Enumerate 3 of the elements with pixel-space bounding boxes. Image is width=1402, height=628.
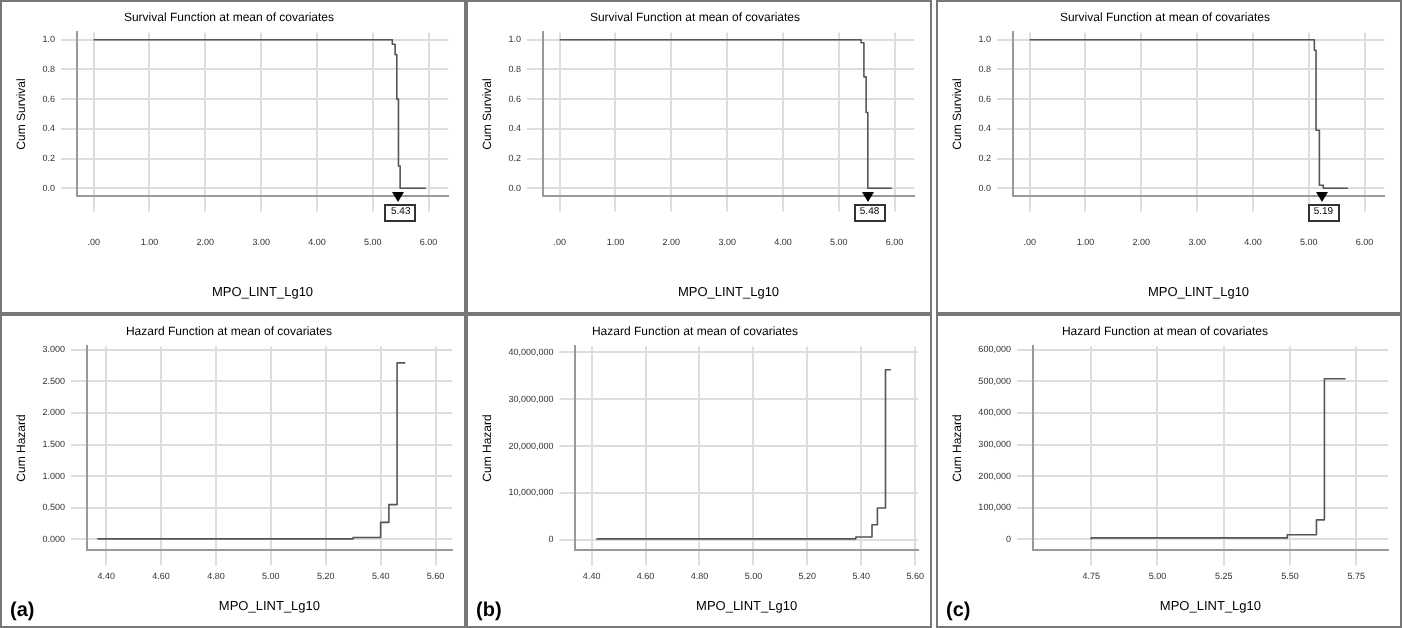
text: (a) [10,599,35,622]
text: (c) [946,599,971,622]
text: (b) [476,599,502,622]
